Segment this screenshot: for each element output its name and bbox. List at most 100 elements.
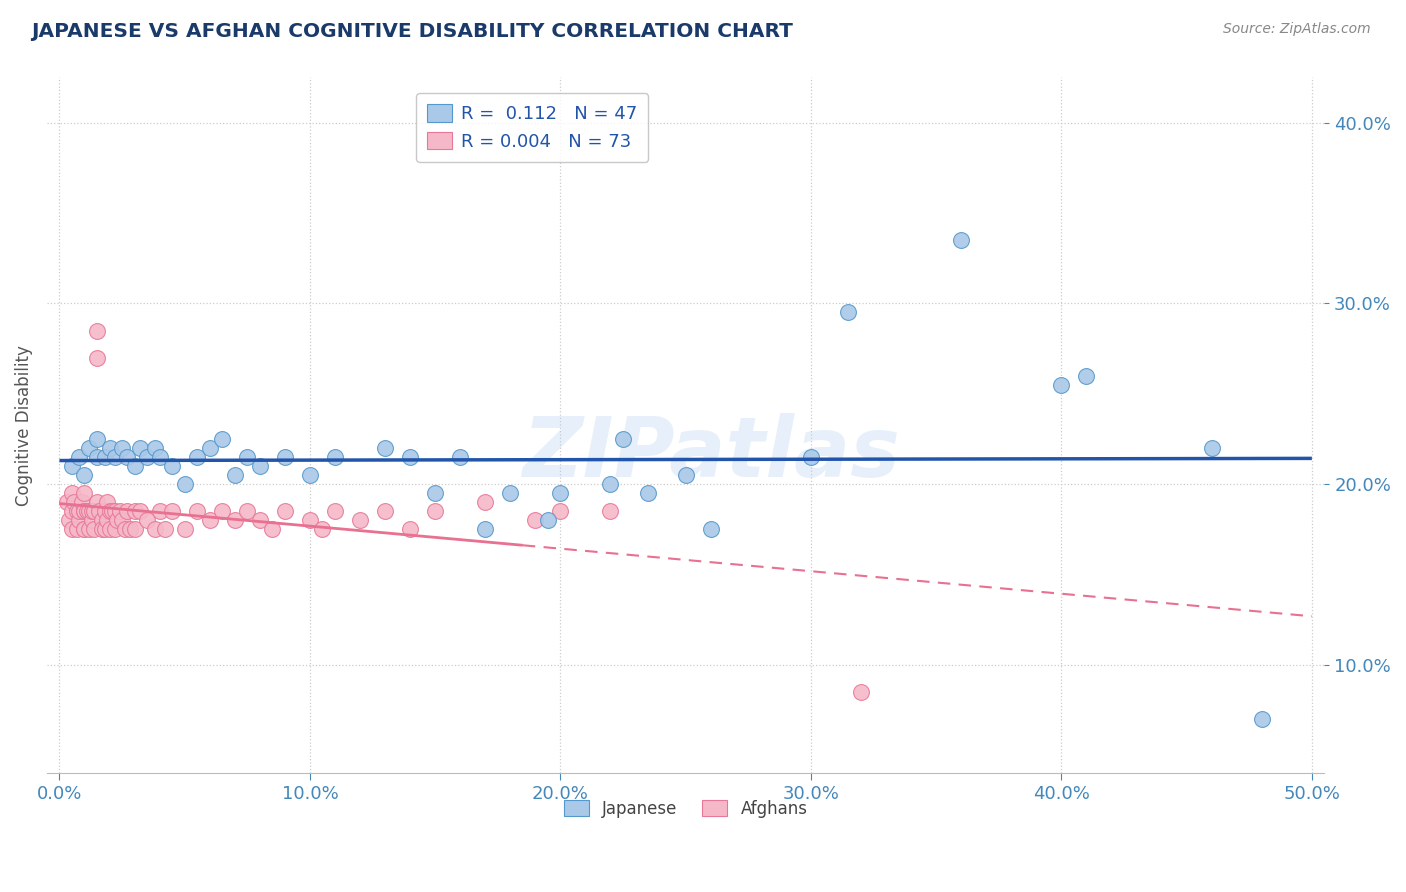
Point — [124, 504, 146, 518]
Point — [1250, 712, 1272, 726]
Point — [160, 459, 183, 474]
Point — [423, 504, 446, 518]
Point — [103, 522, 125, 536]
Point — [103, 504, 125, 518]
Point — [86, 450, 108, 464]
Point — [599, 477, 621, 491]
Point — [118, 522, 141, 536]
Text: Source: ZipAtlas.com: Source: ZipAtlas.com — [1223, 22, 1371, 37]
Point — [599, 504, 621, 518]
Point — [399, 450, 422, 464]
Point — [1076, 368, 1098, 383]
Text: ZIPatlas: ZIPatlas — [522, 413, 900, 494]
Point — [79, 504, 101, 518]
Point — [274, 504, 297, 518]
Point — [550, 486, 572, 500]
Point — [98, 504, 121, 518]
Point — [60, 486, 83, 500]
Point — [173, 477, 195, 491]
Point — [83, 504, 105, 518]
Point — [124, 459, 146, 474]
Point — [105, 513, 128, 527]
Point — [93, 450, 115, 464]
Point — [1201, 441, 1223, 455]
Point — [837, 305, 859, 319]
Point — [115, 504, 138, 518]
Point — [800, 450, 823, 464]
Point — [311, 522, 333, 536]
Point — [474, 522, 496, 536]
Point — [399, 522, 422, 536]
Point — [69, 504, 91, 518]
Point — [96, 513, 118, 527]
Point — [111, 513, 134, 527]
Point — [298, 468, 321, 483]
Point — [249, 459, 271, 474]
Point — [60, 459, 83, 474]
Point — [73, 486, 96, 500]
Point — [114, 522, 136, 536]
Point — [612, 432, 634, 446]
Y-axis label: Cognitive Disability: Cognitive Disability — [15, 345, 32, 506]
Point — [86, 495, 108, 509]
Legend: Japanese, Afghans: Japanese, Afghans — [557, 793, 814, 824]
Point — [149, 450, 172, 464]
Point — [79, 522, 101, 536]
Point — [56, 495, 79, 509]
Point — [849, 685, 872, 699]
Point — [103, 450, 125, 464]
Point — [236, 450, 259, 464]
Point — [198, 513, 221, 527]
Point — [93, 504, 115, 518]
Point — [115, 450, 138, 464]
Point — [211, 432, 233, 446]
Point — [93, 522, 115, 536]
Point — [73, 468, 96, 483]
Text: JAPANESE VS AFGHAN COGNITIVE DISABILITY CORRELATION CHART: JAPANESE VS AFGHAN COGNITIVE DISABILITY … — [31, 22, 793, 41]
Point — [524, 513, 547, 527]
Point — [537, 513, 560, 527]
Point — [449, 450, 471, 464]
Point — [79, 441, 101, 455]
Point — [73, 504, 96, 518]
Point — [186, 450, 208, 464]
Point — [143, 522, 166, 536]
Point — [136, 513, 159, 527]
Point — [374, 441, 396, 455]
Point — [73, 522, 96, 536]
Point — [66, 504, 89, 518]
Point — [83, 522, 105, 536]
Point — [198, 441, 221, 455]
Point — [550, 504, 572, 518]
Point — [699, 522, 721, 536]
Point — [98, 522, 121, 536]
Point — [262, 522, 284, 536]
Point — [474, 495, 496, 509]
Point — [298, 513, 321, 527]
Point — [236, 504, 259, 518]
Point — [63, 495, 86, 509]
Point — [675, 468, 697, 483]
Point — [101, 504, 124, 518]
Point — [1050, 377, 1073, 392]
Point — [249, 513, 271, 527]
Point — [160, 504, 183, 518]
Point — [58, 513, 80, 527]
Point — [349, 513, 371, 527]
Point — [76, 504, 98, 518]
Point — [73, 504, 96, 518]
Point — [173, 522, 195, 536]
Point — [153, 522, 176, 536]
Point — [66, 522, 89, 536]
Point — [186, 504, 208, 518]
Point — [323, 504, 346, 518]
Point — [91, 522, 114, 536]
Point — [70, 495, 93, 509]
Point — [274, 450, 297, 464]
Point — [91, 513, 114, 527]
Point — [499, 486, 522, 500]
Point — [80, 504, 103, 518]
Point — [143, 441, 166, 455]
Point — [423, 486, 446, 500]
Point — [60, 504, 83, 518]
